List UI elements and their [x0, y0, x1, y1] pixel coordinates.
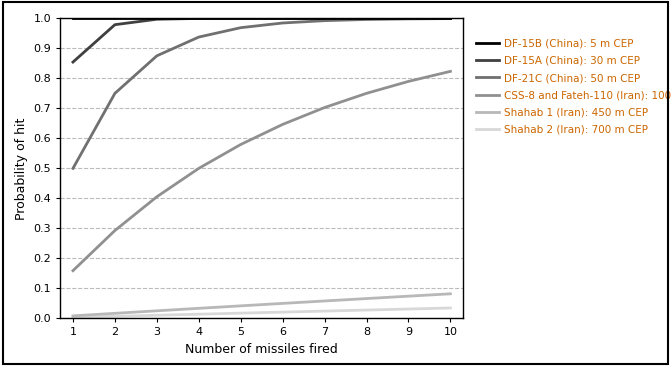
Y-axis label: Probability of hit: Probability of hit [15, 117, 28, 220]
Legend: DF-15B (China): 5 m CEP, DF-15A (China): 30 m CEP, DF-21C (China): 50 m CEP, CSS: DF-15B (China): 5 m CEP, DF-15A (China):… [476, 38, 671, 135]
X-axis label: Number of missiles fired: Number of missiles fired [185, 343, 338, 356]
